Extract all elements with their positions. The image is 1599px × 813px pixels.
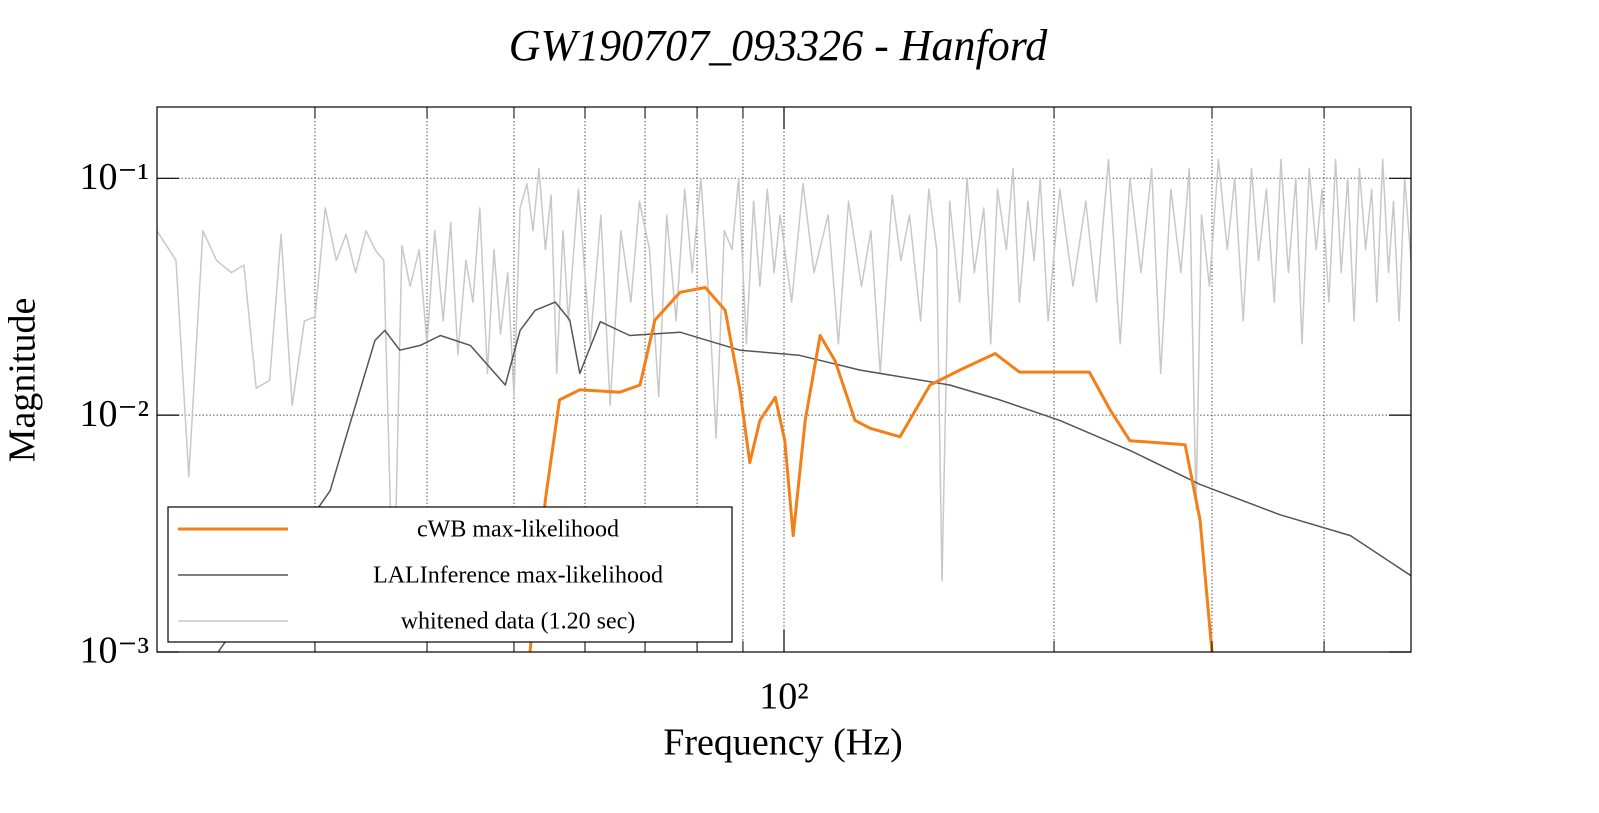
- y-tick-label: 10⁻²: [80, 393, 149, 435]
- y-tick-label: 10⁻³: [80, 630, 149, 672]
- legend-label: cWB max-likelihood: [417, 517, 619, 543]
- legend-label: whitened data (1.20 sec): [401, 609, 636, 635]
- legend: cWB max-likelihood LALInference max-likel…: [167, 506, 733, 643]
- series-line: [157, 158, 1411, 626]
- series-line: [217, 301, 1411, 652]
- chart-title: GW190707_093326 - Hanford: [509, 21, 1049, 70]
- x-tick-label: 10²: [759, 676, 808, 718]
- y-tick-label: 10⁻¹: [80, 156, 149, 198]
- y-axis-label: Magnitude: [2, 298, 44, 463]
- series-line: [528, 286, 1214, 652]
- x-axis-label: Frequency (Hz): [663, 722, 903, 764]
- ticks: 10⁻³ 10⁻² 10⁻¹ 10²: [80, 107, 1411, 718]
- legend-label: LALInference max-likelihood: [373, 563, 663, 589]
- plot-area: [157, 158, 1411, 652]
